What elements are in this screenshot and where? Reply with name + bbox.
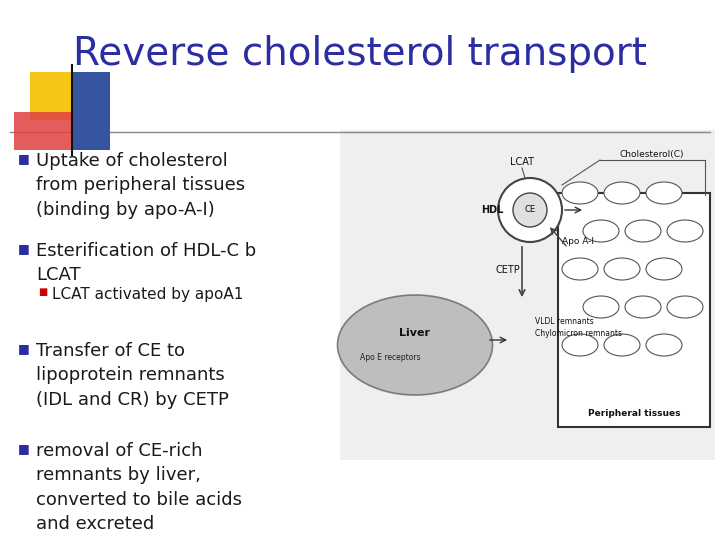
- Text: Transfer of CE to
lipoprotein remnants
(IDL and CR) by CETP: Transfer of CE to lipoprotein remnants (…: [36, 342, 229, 409]
- Text: Reverse cholesterol transport: Reverse cholesterol transport: [73, 35, 647, 73]
- Ellipse shape: [625, 220, 661, 242]
- FancyBboxPatch shape: [558, 193, 710, 427]
- Ellipse shape: [338, 295, 492, 395]
- Ellipse shape: [562, 258, 598, 280]
- Text: Peripheral tissues: Peripheral tissues: [588, 408, 680, 417]
- Bar: [72, 112, 110, 150]
- Text: Liver: Liver: [400, 328, 431, 338]
- Text: HDL: HDL: [481, 205, 503, 215]
- Text: LCAT: LCAT: [510, 157, 534, 167]
- Ellipse shape: [604, 258, 640, 280]
- Text: Apo E receptors: Apo E receptors: [360, 353, 420, 361]
- Ellipse shape: [604, 182, 640, 204]
- Circle shape: [513, 193, 547, 227]
- Ellipse shape: [646, 258, 682, 280]
- Circle shape: [498, 178, 562, 242]
- Text: ■: ■: [18, 442, 30, 455]
- Ellipse shape: [562, 334, 598, 356]
- Bar: [340, 130, 715, 460]
- Text: CETP: CETP: [495, 265, 521, 275]
- Text: Chylomicron remnants: Chylomicron remnants: [535, 329, 622, 339]
- Text: ■: ■: [18, 342, 30, 355]
- Text: CE: CE: [524, 206, 536, 214]
- Bar: [14, 112, 82, 150]
- Ellipse shape: [646, 334, 682, 356]
- Text: Uptake of cholesterol
from peripheral tissues
(binding by apo-A-I): Uptake of cholesterol from peripheral ti…: [36, 152, 245, 219]
- Ellipse shape: [583, 220, 619, 242]
- Bar: [72, 72, 110, 120]
- Ellipse shape: [646, 182, 682, 204]
- Ellipse shape: [562, 182, 598, 204]
- Text: ■: ■: [18, 152, 30, 165]
- Ellipse shape: [667, 296, 703, 318]
- Text: ■: ■: [18, 242, 30, 255]
- Text: removal of CE-rich
remnants by liver,
converted to bile acids
and excreted: removal of CE-rich remnants by liver, co…: [36, 442, 242, 533]
- Ellipse shape: [604, 334, 640, 356]
- Text: VLDL remnants: VLDL remnants: [535, 318, 594, 327]
- Text: LCAT activated by apoA1: LCAT activated by apoA1: [52, 287, 243, 302]
- Ellipse shape: [625, 296, 661, 318]
- Text: Apo A-I: Apo A-I: [562, 238, 594, 246]
- Ellipse shape: [667, 220, 703, 242]
- Text: Esterification of HDL-C b
LCAT: Esterification of HDL-C b LCAT: [36, 242, 256, 284]
- Text: ■: ■: [38, 287, 48, 297]
- Text: Cholesterol(C): Cholesterol(C): [620, 151, 685, 159]
- Bar: [30, 72, 82, 120]
- Ellipse shape: [583, 296, 619, 318]
